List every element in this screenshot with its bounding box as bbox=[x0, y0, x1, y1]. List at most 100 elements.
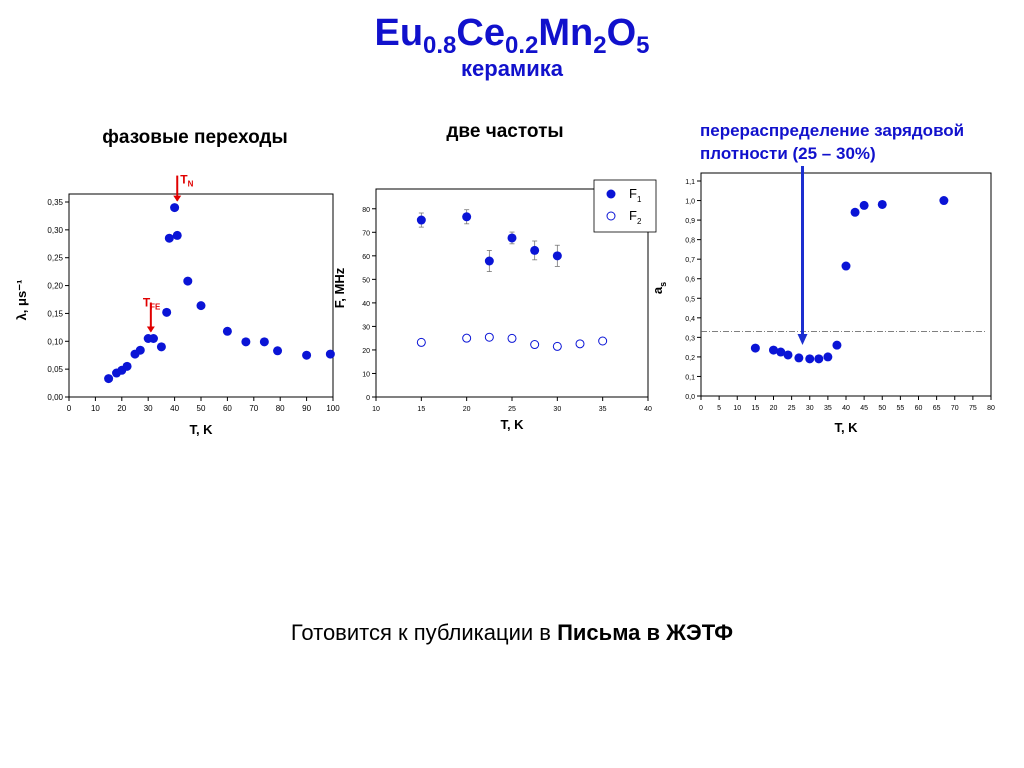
y-tick-label: 0,5 bbox=[685, 296, 695, 303]
x-tick-label: 40 bbox=[842, 405, 850, 412]
data-point bbox=[183, 276, 193, 286]
title-sub-ce: 0.2 bbox=[504, 32, 539, 59]
data-point bbox=[841, 261, 851, 271]
x-tick-label: 75 bbox=[969, 405, 977, 412]
data-point bbox=[877, 199, 887, 209]
x-tick-label: 50 bbox=[878, 405, 886, 412]
x-tick-label: 70 bbox=[951, 405, 959, 412]
data-point bbox=[273, 346, 283, 356]
x-tick-label: 80 bbox=[987, 405, 995, 412]
data-point bbox=[104, 374, 114, 384]
x-tick-label: 45 bbox=[860, 405, 868, 412]
y-axis-label-sub: s bbox=[658, 282, 668, 287]
data-point bbox=[196, 301, 206, 311]
x-tick-label: 50 bbox=[197, 404, 206, 413]
legend-label-sub: 1 bbox=[637, 195, 642, 204]
x-tick-label: 70 bbox=[249, 404, 258, 413]
x-tick-label: 25 bbox=[508, 406, 516, 413]
y-tick-label: 0,10 bbox=[47, 337, 63, 346]
y-tick-label: 0,1 bbox=[685, 374, 695, 381]
data-point-f2 bbox=[598, 336, 608, 346]
x-axis-label: T, K bbox=[189, 422, 213, 437]
data-point bbox=[302, 350, 312, 360]
data-point bbox=[172, 230, 182, 240]
y-tick-label: 1,1 bbox=[685, 179, 695, 186]
data-point bbox=[162, 307, 172, 317]
publication-note: Готовится к публикации в Письма в ЖЭТФ bbox=[0, 620, 1024, 646]
data-point bbox=[750, 343, 760, 353]
title-sub-eu: 0.8 bbox=[423, 32, 457, 59]
y-tick-label: 0,0 bbox=[685, 394, 695, 401]
x-axis-label: T, K bbox=[500, 417, 524, 432]
title-part-ce: Ce bbox=[456, 12, 505, 54]
y-tick-label: 50 bbox=[362, 277, 370, 284]
x-tick-label: 20 bbox=[463, 406, 471, 413]
annotation-sub: N bbox=[188, 180, 194, 189]
data-point bbox=[850, 207, 860, 217]
title-part-eu: Eu bbox=[374, 12, 424, 54]
x-tick-label: 15 bbox=[417, 406, 425, 413]
annotation-sub: FE bbox=[150, 303, 161, 312]
data-point bbox=[325, 349, 335, 359]
y-tick-label: 80 bbox=[362, 207, 370, 214]
y-tick-label: 70 bbox=[362, 230, 370, 237]
y-axis-label: λ, μs⁻¹ bbox=[14, 280, 29, 321]
title-part-o: O bbox=[606, 12, 637, 54]
x-tick-label: 20 bbox=[770, 405, 778, 412]
x-tick-label: 30 bbox=[553, 406, 561, 413]
data-point-f1 bbox=[484, 256, 494, 266]
y-tick-label: 0,9 bbox=[685, 218, 695, 225]
x-axis-label: T, K bbox=[834, 420, 858, 435]
y-tick-label: 40 bbox=[362, 301, 370, 308]
data-point bbox=[259, 337, 269, 347]
y-tick-label: 0,15 bbox=[47, 309, 63, 318]
y-tick-label: 60 bbox=[362, 254, 370, 261]
plot-frame bbox=[700, 172, 992, 397]
x-tick-label: 100 bbox=[326, 404, 340, 413]
journal-name: Письма в ЖЭТФ bbox=[557, 620, 734, 645]
x-tick-label: 90 bbox=[302, 404, 311, 413]
title-sub-mn: 2 bbox=[593, 32, 607, 59]
y-axis-label: as bbox=[650, 282, 668, 294]
data-point-f2 bbox=[552, 341, 562, 351]
data-point-f2 bbox=[575, 339, 585, 349]
heading-charge-line2: плотности (25 – 30%) bbox=[700, 144, 876, 163]
x-tick-label: 10 bbox=[733, 405, 741, 412]
data-point-f2 bbox=[484, 332, 494, 342]
x-tick-label: 80 bbox=[276, 404, 285, 413]
data-point bbox=[170, 203, 180, 213]
x-tick-label: 30 bbox=[806, 405, 814, 412]
title-sub-o: 5 bbox=[636, 32, 650, 59]
y-tick-label: 10 bbox=[362, 371, 370, 378]
title-part-mn: Mn bbox=[538, 12, 594, 54]
y-tick-label: 0,3 bbox=[685, 335, 695, 342]
x-tick-label: 10 bbox=[91, 404, 100, 413]
data-point bbox=[814, 354, 824, 364]
data-point-f1 bbox=[530, 245, 540, 255]
legend-box bbox=[593, 179, 657, 233]
y-tick-label: 0 bbox=[366, 395, 370, 402]
data-point-f1 bbox=[462, 212, 472, 222]
x-tick-label: 20 bbox=[117, 404, 126, 413]
data-point-f2 bbox=[462, 333, 472, 343]
legend-label-sub: 2 bbox=[637, 217, 642, 226]
y-tick-label: 0,4 bbox=[685, 316, 695, 323]
y-tick-label: 0,7 bbox=[685, 257, 695, 264]
data-point bbox=[939, 196, 949, 206]
annotation-arrow-head bbox=[173, 195, 182, 202]
y-tick-label: 0,20 bbox=[47, 282, 63, 291]
data-point bbox=[859, 200, 869, 210]
x-tick-label: 0 bbox=[67, 404, 72, 413]
x-tick-label: 30 bbox=[144, 404, 153, 413]
data-point-f2 bbox=[507, 333, 517, 343]
heading-charge-redistribution: перераспределение зарядовой плотности (2… bbox=[700, 119, 1020, 165]
data-point-f1 bbox=[416, 215, 426, 225]
x-tick-label: 55 bbox=[896, 405, 904, 412]
data-point bbox=[148, 334, 158, 343]
heading-phase-transitions: фазовые переходы bbox=[102, 127, 288, 148]
data-point bbox=[122, 361, 132, 371]
data-point-f1 bbox=[507, 233, 517, 243]
data-point-f1 bbox=[552, 251, 562, 261]
